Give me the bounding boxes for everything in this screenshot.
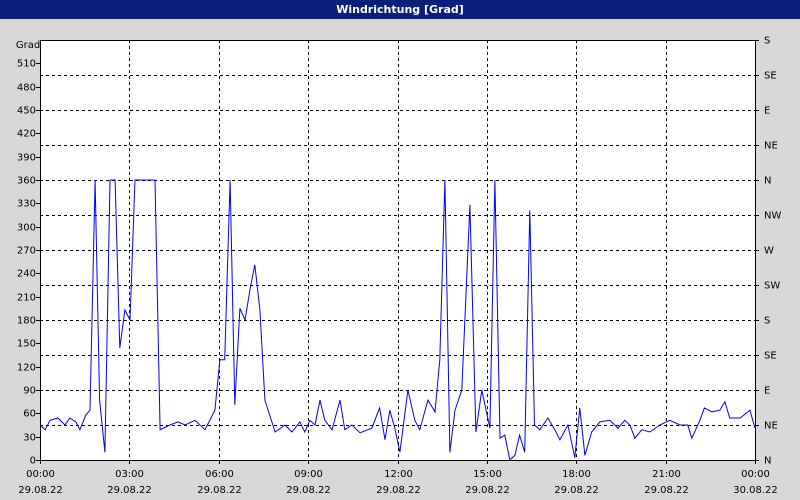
x-tick-label: 00:00 bbox=[26, 469, 55, 480]
y-tick-label: 450 bbox=[17, 106, 36, 117]
y-tick-label: 180 bbox=[17, 316, 36, 327]
x-tick-date: 29.08.22 bbox=[554, 485, 599, 496]
x-tick-label: 18:00 bbox=[562, 469, 591, 480]
y2-tick-label: N bbox=[764, 176, 771, 187]
x-tick-date: 29.08.22 bbox=[107, 485, 152, 496]
y2-tick-label: E bbox=[764, 386, 770, 397]
plot-border bbox=[40, 40, 756, 461]
x-tick-label: 06:00 bbox=[205, 469, 234, 480]
y-tick-label: 330 bbox=[17, 199, 36, 210]
y-tick-label: 510 bbox=[17, 59, 36, 70]
y2-tick-label: SW bbox=[764, 281, 780, 292]
y2-tick-label: S bbox=[764, 316, 770, 327]
y-tick-label: 240 bbox=[17, 269, 36, 280]
y2-tick-label: W bbox=[764, 246, 774, 257]
y-tick-label: 60 bbox=[23, 409, 36, 420]
x-tick-date: 29.08.22 bbox=[376, 485, 421, 496]
x-tick-label: 09:00 bbox=[294, 469, 323, 480]
y2-tick-label: NW bbox=[764, 211, 781, 222]
data-line bbox=[39, 179, 756, 461]
y2-tick-label: SE bbox=[764, 351, 777, 362]
x-tick-date: 29.08.22 bbox=[465, 485, 510, 496]
y-tick-label: 390 bbox=[17, 153, 36, 164]
x-tick-label: 00:00 bbox=[741, 469, 770, 480]
y2-tick-label: E bbox=[764, 106, 770, 117]
y-tick-label: 270 bbox=[17, 246, 36, 257]
x-tick-label: 12:00 bbox=[384, 469, 413, 480]
title-bar: Windrichtung [Grad] bbox=[0, 0, 800, 19]
x-tick-date: 29.08.22 bbox=[197, 485, 242, 496]
y2-tick-label: SE bbox=[764, 71, 777, 82]
x-tick-date: 29.08.22 bbox=[286, 485, 331, 496]
x-tick-date: 29.08.22 bbox=[644, 485, 689, 496]
y-tick-label: 480 bbox=[17, 83, 36, 94]
x-tick-label: 21:00 bbox=[652, 469, 681, 480]
y-tick-label: 150 bbox=[17, 339, 36, 350]
y2-tick-label: NE bbox=[764, 421, 778, 432]
x-tick-date: 30.08.22 bbox=[733, 485, 778, 496]
y2-tick-label: N bbox=[764, 456, 771, 467]
x-tick-label: 15:00 bbox=[473, 469, 502, 480]
y2-tick-label: NE bbox=[764, 141, 778, 152]
y-tick-label: 90 bbox=[23, 386, 36, 397]
y-tick-label: 120 bbox=[17, 363, 36, 374]
y-axis-label: Grad bbox=[16, 40, 40, 51]
y2-tick-label: S bbox=[764, 36, 770, 47]
x-tick-date: 29.08.22 bbox=[18, 485, 63, 496]
y-tick-label: 30 bbox=[23, 433, 36, 444]
y-tick-label: 210 bbox=[17, 293, 36, 304]
y-tick-label: 300 bbox=[17, 223, 36, 234]
x-tick-label: 03:00 bbox=[115, 469, 144, 480]
y-tick-label: 420 bbox=[17, 129, 36, 140]
y-tick-label: 0 bbox=[30, 456, 36, 467]
y-tick-label: 360 bbox=[17, 176, 36, 187]
